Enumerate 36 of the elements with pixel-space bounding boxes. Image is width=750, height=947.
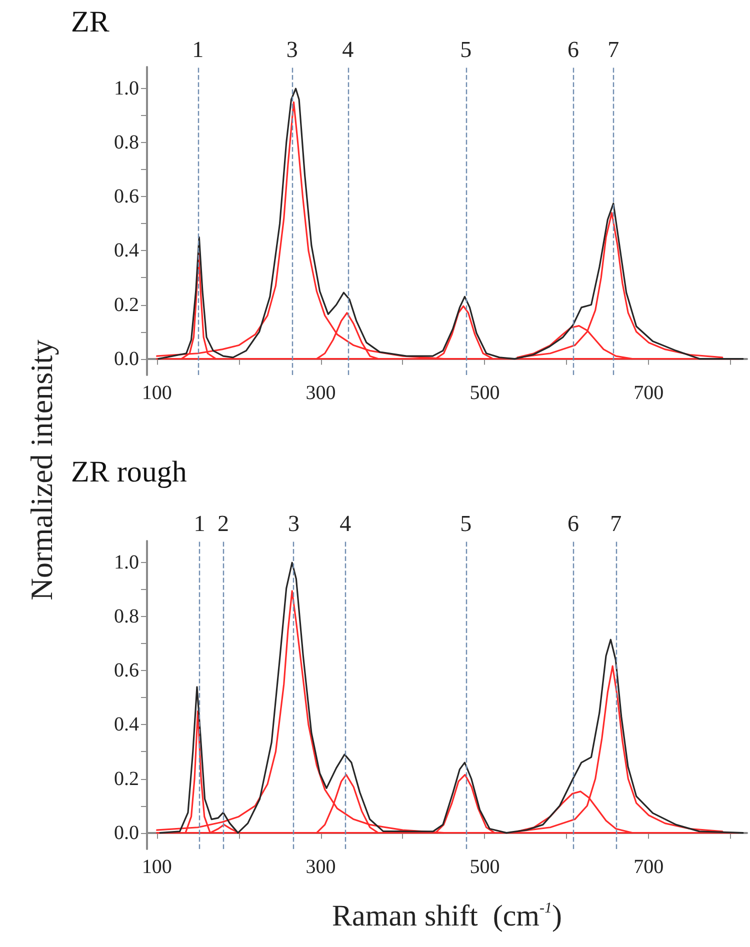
x-tick-label: 500 [470,382,500,404]
x-tick-label: 500 [470,856,500,878]
y-tick-label: 0.2 [114,294,139,316]
y-tick-label: 1.0 [114,552,139,574]
text: 3 [288,511,300,536]
y-tick-label: 1.0 [114,78,139,100]
x-tick-label: 300 [306,856,336,878]
text: 7 [610,511,622,536]
y-tick-label: 0.2 [114,768,139,790]
y-tick-label: 0.8 [114,606,139,628]
text: 3 [286,37,298,62]
text: 4 [342,37,354,62]
y-tick-label: 0.6 [114,186,139,208]
text: 1 [194,511,206,536]
x-tick-label: 100 [142,382,172,404]
x-tick-label: 100 [142,856,172,878]
text: 5 [460,37,472,62]
chart-title: ZR [71,6,110,38]
x-tick-label: 700 [634,382,664,404]
y-tick-label: 0.4 [114,240,139,262]
text: 2 [217,511,229,536]
y-tick-label: 0.0 [114,348,139,370]
text: 7 [608,37,620,62]
text: 1 [192,37,204,62]
x-tick-label: 300 [306,382,336,404]
y-tick-label: 0.8 [114,132,139,154]
text: 5 [460,511,472,536]
y-axis-title: Normalized intensity [24,340,60,600]
text: 6 [567,37,579,62]
y-tick-label: 0.0 [114,822,139,844]
y-tick-label: 0.6 [114,660,139,682]
text: 6 [567,511,579,536]
x-tick-label: 700 [634,856,664,878]
y-tick-label: 0.4 [114,714,139,736]
text: 4 [340,511,352,536]
chart-title: ZR rough [71,456,187,488]
